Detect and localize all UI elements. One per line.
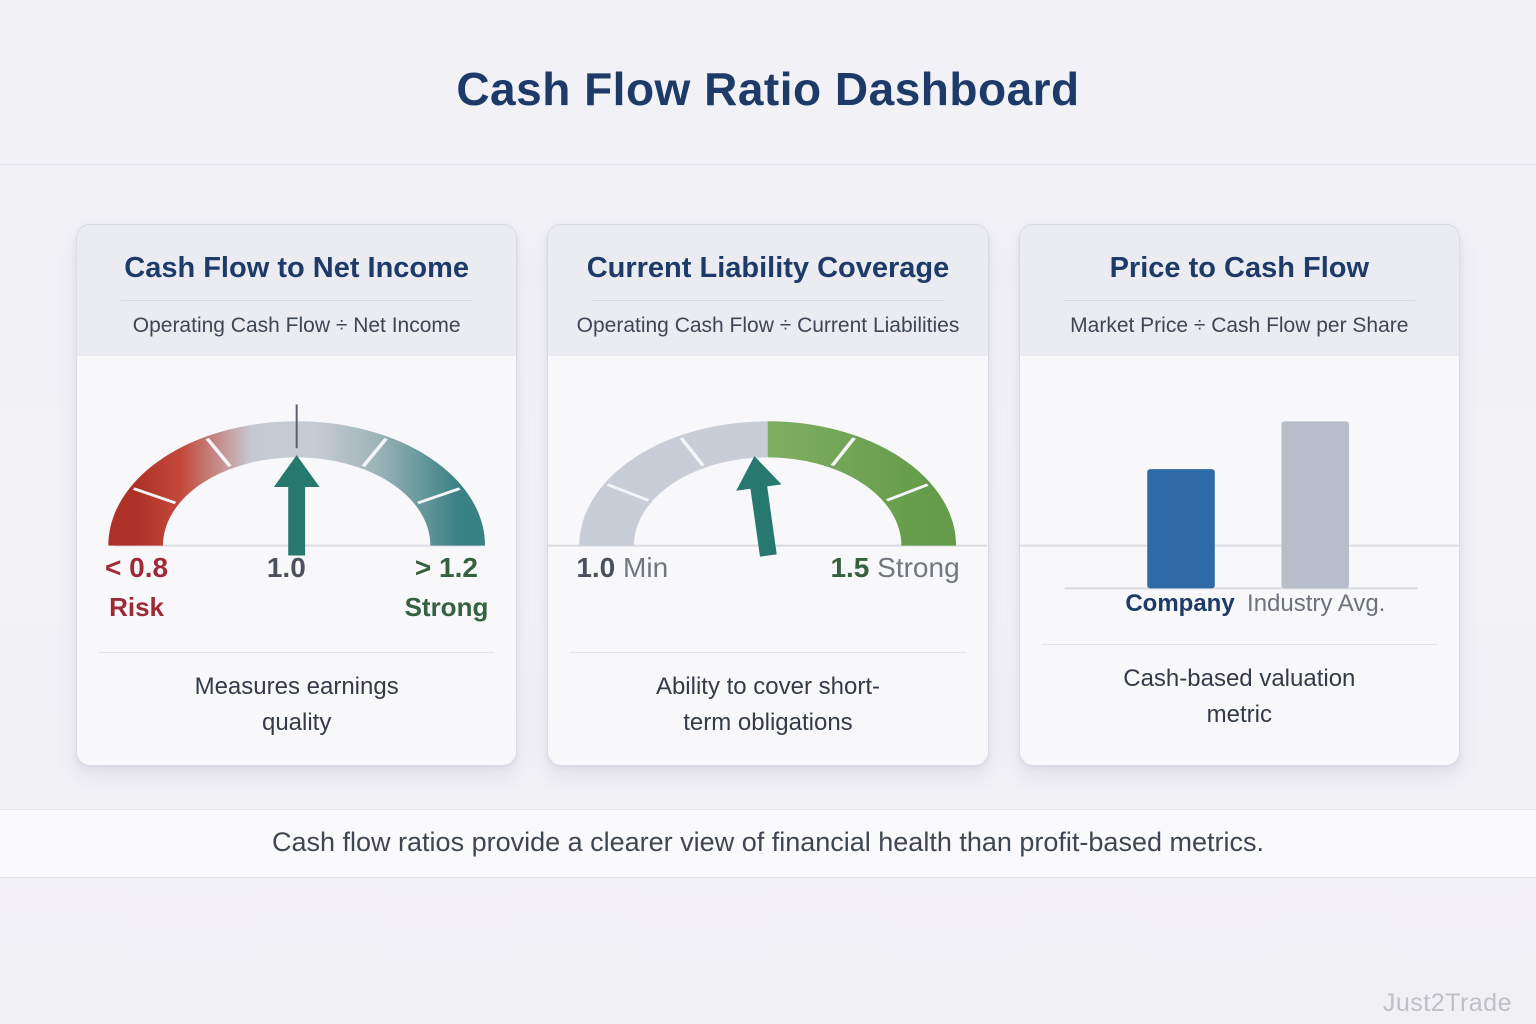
needle-arrow-icon (736, 456, 782, 557)
footnote-text: Cash flow ratios provide a clearer view … (272, 827, 1264, 857)
card-price-to-cash-flow: Price to Cash Flow Market Price ÷ Cash F… (1018, 224, 1460, 766)
bar-category-labels: Company Industry Avg. (1020, 590, 1459, 628)
gauge-tick-marks (132, 438, 461, 505)
gauge-caption-strong: Strong (404, 592, 489, 622)
gauge-caption-min: Min (623, 552, 669, 583)
watermark: Just2Trade (1382, 989, 1512, 1017)
card-body: 1.0 Min 1.5 Strong Ability to cover shor… (548, 356, 988, 741)
industry-avg-bar (1281, 421, 1349, 589)
gauge-caption-strong: Strong (877, 552, 960, 583)
bar-chart-company-vs-industry (1019, 421, 1459, 590)
body-divider (1041, 644, 1437, 645)
gauge-value-min: 1.0 (576, 552, 616, 583)
card-header: Cash Flow to Net Income Operating Cash F… (77, 225, 517, 356)
card-body: Company Industry Avg. Cash-based valuati… (1019, 356, 1459, 733)
gauge-value-center: 1.0 (266, 552, 306, 583)
gauge-value-high: > 1.2 (414, 552, 478, 583)
title-divider (0, 164, 1536, 165)
gauge-chart-min-strong (548, 421, 988, 557)
company-label: Company (1125, 590, 1235, 617)
card-formula: Market Price ÷ Cash Flow per Share (1070, 314, 1409, 337)
card-formula: Operating Cash Flow ÷ Net Income (132, 314, 461, 337)
gauge-chart-risk-strong (108, 404, 486, 556)
gauge-label-center: 1.0 (267, 552, 306, 584)
card-body: < 0.8 Risk 1.0 > 1.2 Strong Measures ear… (77, 356, 516, 741)
gauge-label-strong: > 1.2 Strong (405, 552, 489, 623)
card-title: Price to Cash Flow (1109, 252, 1370, 284)
footnote-band: Cash flow ratios provide a clearer view … (0, 809, 1536, 878)
gauge-scale-labels: < 0.8 Risk 1.0 > 1.2 Strong (77, 552, 516, 636)
gauge-arc-green-segment (767, 421, 957, 547)
card-title: Current Liability Coverage (586, 252, 950, 284)
header-divider (592, 300, 944, 301)
gauge-label-strong: 1.5 Strong (830, 552, 959, 584)
gauge-label-min: 1.0 Min (576, 552, 668, 584)
gauge-label-risk: < 0.8 Risk (105, 552, 168, 623)
gauge-scale-labels: 1.0 Min 1.5 Strong (548, 552, 987, 636)
card-header: Current Liability Coverage Operating Cas… (548, 225, 988, 356)
card-formula: Operating Cash Flow ÷ Current Liabilitie… (576, 314, 960, 337)
header-divider (1063, 300, 1415, 301)
header-divider (121, 300, 473, 301)
gauge-tick-marks (606, 437, 930, 502)
card-description: Cash-based valuation metric (1123, 665, 1356, 728)
card-description: Ability to cover short-term obligations (655, 673, 881, 736)
card-current-liability-coverage: Current Liability Coverage Operating Cas… (547, 224, 989, 766)
needle-arrow-icon (273, 455, 320, 556)
company-bar (1146, 469, 1215, 589)
body-divider (570, 652, 966, 653)
card-title: Cash Flow to Net Income (124, 252, 470, 284)
card-header: Price to Cash Flow Market Price ÷ Cash F… (1019, 225, 1459, 356)
page-title: Cash Flow Ratio Dashboard (456, 63, 1080, 115)
gauge-caption-risk: Risk (109, 592, 164, 622)
gauge-value-strong: 1.5 (830, 552, 870, 583)
card-description: Measures earnings quality (194, 673, 399, 736)
body-divider (99, 652, 495, 653)
card-row: Cash Flow to Net Income Operating Cash F… (76, 224, 1460, 766)
gauge-arc-gray-segment (579, 421, 769, 547)
card-cash-flow-to-net-income: Cash Flow to Net Income Operating Cash F… (76, 224, 518, 766)
gauge-value-low: < 0.8 (105, 552, 169, 583)
industry-avg-label: Industry Avg. (1247, 590, 1386, 617)
